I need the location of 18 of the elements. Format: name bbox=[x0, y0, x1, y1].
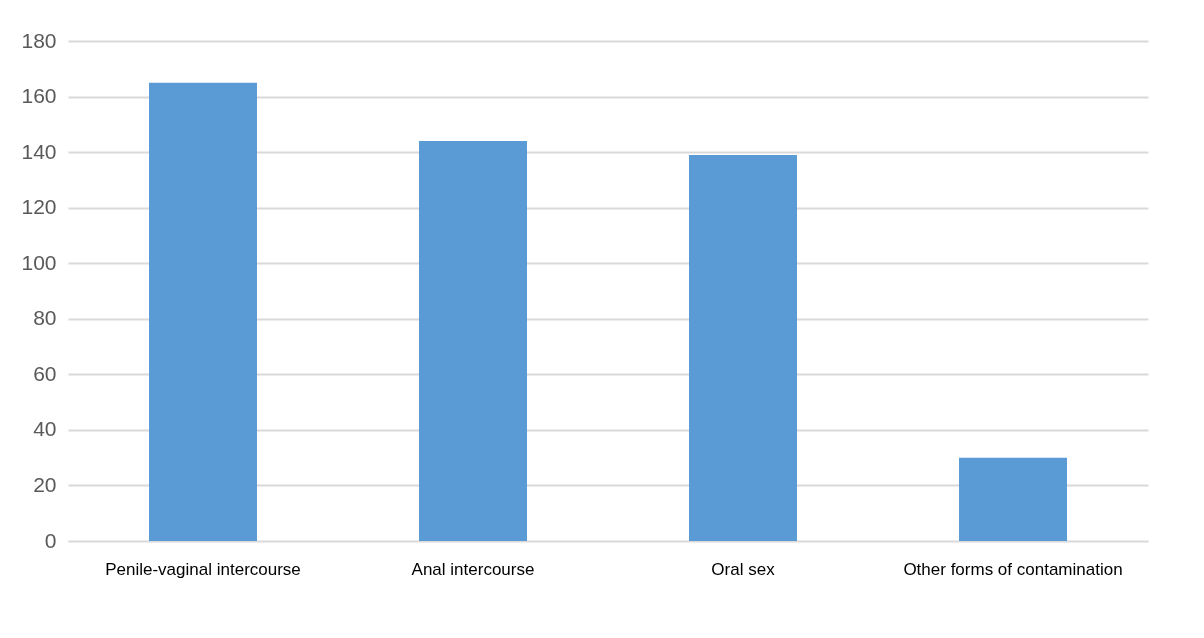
y-tick-label: 40 bbox=[33, 417, 57, 441]
y-tick-label: 60 bbox=[33, 361, 57, 385]
x-tick-label: Other forms of contamination bbox=[903, 559, 1123, 579]
x-tick-label: Anal intercourse bbox=[411, 559, 535, 579]
y-tick-label: 80 bbox=[33, 306, 57, 330]
y-tick-label: 120 bbox=[21, 195, 57, 219]
x-tick-label: Penile-vaginal intercourse bbox=[105, 559, 301, 579]
y-tick-label: 140 bbox=[21, 139, 57, 163]
y-tick-label: 0 bbox=[44, 528, 57, 552]
y-tick-label: 160 bbox=[21, 84, 57, 108]
bar bbox=[149, 82, 257, 541]
y-tick-label: 100 bbox=[21, 250, 57, 274]
bar bbox=[689, 154, 797, 541]
bar bbox=[419, 141, 527, 541]
bar bbox=[959, 457, 1067, 541]
y-tick-label: 180 bbox=[21, 28, 57, 52]
x-tick-label: Oral sex bbox=[711, 559, 776, 579]
y-tick-label: 20 bbox=[33, 472, 57, 496]
